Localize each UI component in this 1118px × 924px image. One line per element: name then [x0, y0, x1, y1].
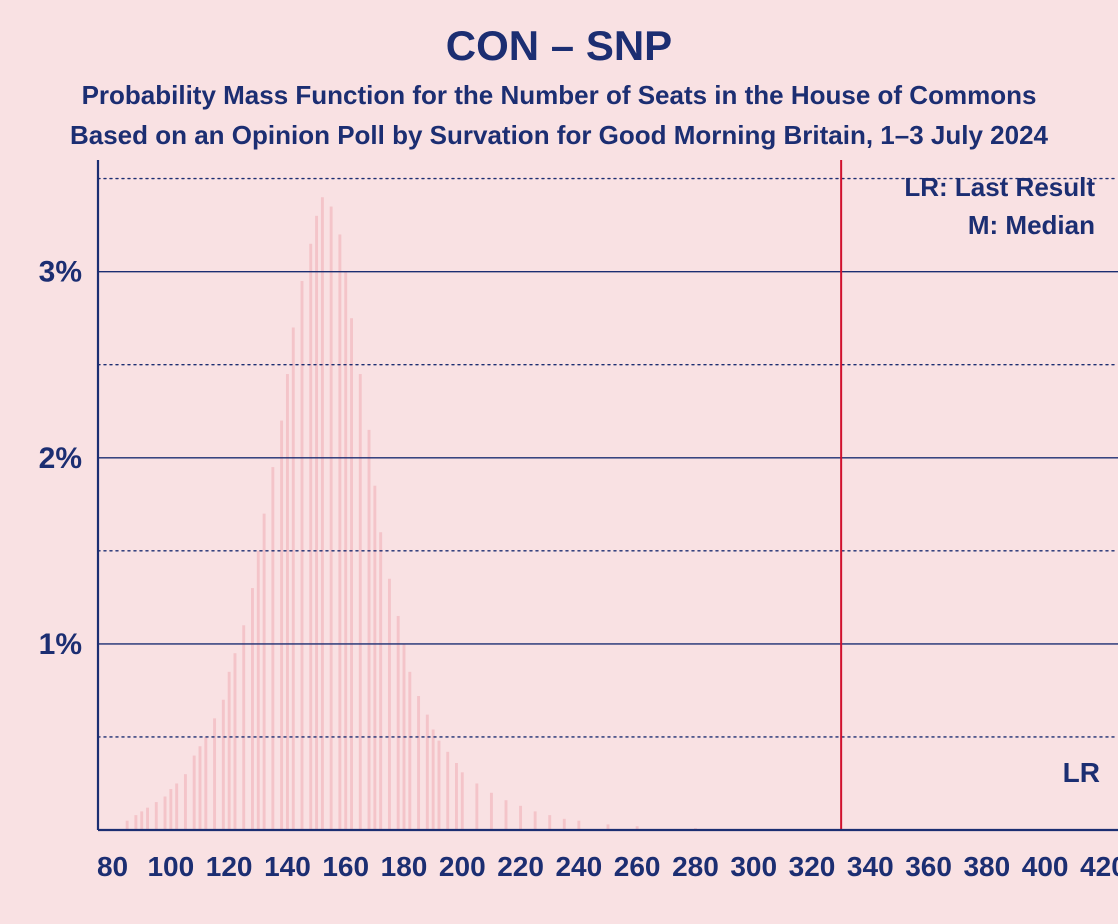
svg-text:100: 100	[147, 851, 194, 882]
svg-text:420: 420	[1080, 851, 1118, 882]
chart-root: 1% 2% 3% LR 80 100 120 140 160 180 200 220 240 260 280…	[0, 0, 1118, 924]
svg-text:3%: 3%	[39, 256, 82, 289]
svg-text:120: 120	[206, 851, 253, 882]
legend-last-result: LR: Last Result	[904, 172, 1095, 203]
svg-text:LR: LR	[1063, 757, 1100, 788]
svg-text:200: 200	[439, 851, 486, 882]
svg-text:300: 300	[730, 851, 777, 882]
svg-text:320: 320	[789, 851, 836, 882]
legend-median: M: Median	[968, 210, 1095, 241]
svg-text:160: 160	[322, 851, 369, 882]
svg-text:280: 280	[672, 851, 719, 882]
chart-subtitle-2: Based on an Opinion Poll by Survation fo…	[0, 120, 1118, 151]
svg-text:80: 80	[97, 851, 128, 882]
svg-text:240: 240	[555, 851, 602, 882]
svg-text:1%: 1%	[39, 628, 82, 661]
svg-text:360: 360	[905, 851, 952, 882]
chart-subtitle-1: Probability Mass Function for the Number…	[0, 80, 1118, 111]
svg-text:380: 380	[963, 851, 1010, 882]
svg-text:260: 260	[614, 851, 661, 882]
svg-text:140: 140	[264, 851, 311, 882]
svg-text:2%: 2%	[39, 442, 82, 475]
svg-text:340: 340	[847, 851, 894, 882]
svg-text:220: 220	[497, 851, 544, 882]
svg-text:180: 180	[381, 851, 428, 882]
svg-text:400: 400	[1022, 851, 1069, 882]
chart-title: CON – SNP	[0, 22, 1118, 70]
